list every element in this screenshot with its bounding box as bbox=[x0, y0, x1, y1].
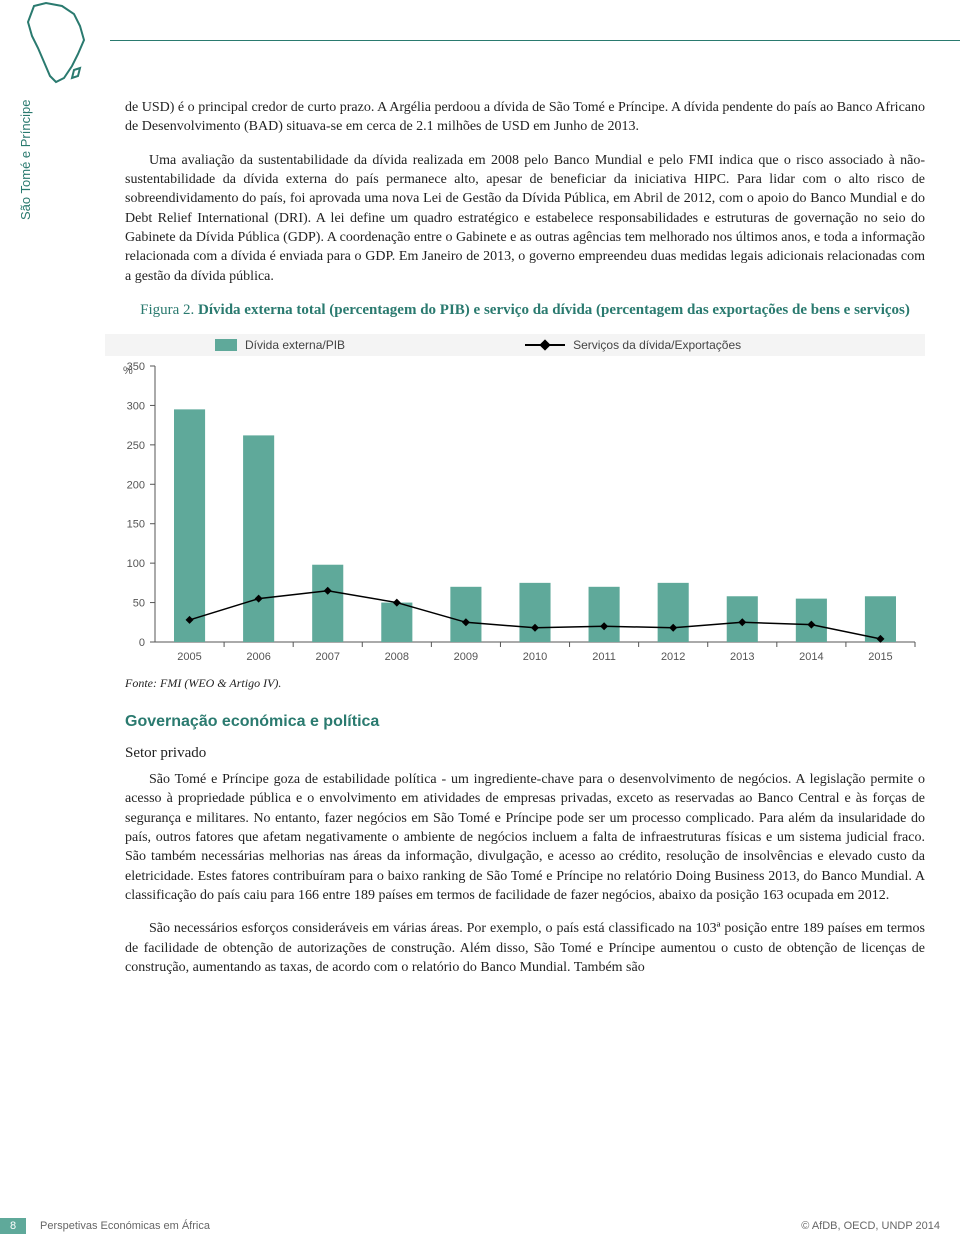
figure-title-text: Dívida externa total (percentagem do PIB… bbox=[198, 302, 910, 318]
svg-text:100: 100 bbox=[127, 558, 145, 570]
svg-text:2008: 2008 bbox=[385, 651, 409, 663]
legend-label-line: Serviços da dívida/Exportações bbox=[573, 338, 741, 352]
header-rule bbox=[110, 40, 960, 41]
legend-line-icon bbox=[525, 338, 565, 352]
legend-label-bar: Dívida externa/PIB bbox=[245, 338, 345, 352]
svg-text:0: 0 bbox=[139, 637, 145, 649]
svg-text:300: 300 bbox=[127, 400, 145, 412]
svg-text:250: 250 bbox=[127, 440, 145, 452]
paragraph-3: São Tomé e Príncipe goza de estabilidade… bbox=[125, 770, 925, 905]
main-content: de USD) é o principal credor de curto pr… bbox=[125, 98, 925, 991]
paragraph-2: Uma avaliação da sustentabilidade da dív… bbox=[125, 151, 925, 286]
chart-svg: %050100150200250300350200520062007200820… bbox=[105, 360, 925, 670]
svg-text:2005: 2005 bbox=[177, 651, 201, 663]
legend-item-bar: Dívida externa/PIB bbox=[215, 338, 345, 352]
svg-text:2011: 2011 bbox=[592, 651, 616, 663]
paragraph-4: São necessários esforços consideráveis e… bbox=[125, 919, 925, 977]
figure-title: Figura 2. Dívida externa total (percenta… bbox=[125, 300, 925, 320]
svg-text:2012: 2012 bbox=[661, 651, 685, 663]
africa-outline-icon bbox=[14, 0, 104, 91]
page-footer: 8 Perspetivas Económicas em África © AfD… bbox=[0, 1218, 960, 1234]
chart-source: Fonte: FMI (WEO & Artigo IV). bbox=[125, 676, 925, 691]
svg-text:200: 200 bbox=[127, 479, 145, 491]
svg-text:150: 150 bbox=[127, 519, 145, 531]
svg-text:2014: 2014 bbox=[799, 651, 823, 663]
chart-legend: Dívida externa/PIB Serviços da dívida/Ex… bbox=[105, 334, 925, 356]
legend-swatch-bar bbox=[215, 339, 237, 351]
svg-text:2007: 2007 bbox=[315, 651, 339, 663]
svg-text:2013: 2013 bbox=[730, 651, 754, 663]
footer-copyright: © AfDB, OECD, UNDP 2014 bbox=[801, 1220, 940, 1232]
page-number: 8 bbox=[0, 1218, 26, 1234]
legend-item-line: Serviços da dívida/Exportações bbox=[525, 338, 741, 352]
paragraph-1: de USD) é o principal credor de curto pr… bbox=[125, 98, 925, 137]
svg-text:2010: 2010 bbox=[523, 651, 547, 663]
footer-title: Perspetivas Económicas em África bbox=[40, 1220, 801, 1232]
svg-text:2006: 2006 bbox=[246, 651, 270, 663]
figure-label: Figura 2. bbox=[140, 302, 194, 318]
section-heading-governance: Governação económica e política bbox=[125, 713, 925, 731]
source-text: FMI (WEO & Artigo IV). bbox=[157, 676, 281, 690]
svg-text:2009: 2009 bbox=[454, 651, 478, 663]
subsection-heading-private: Setor privado bbox=[125, 745, 925, 762]
svg-text:350: 350 bbox=[127, 361, 145, 373]
side-country-label: São Tomé e Príncipe bbox=[18, 100, 33, 220]
source-prefix: Fonte: bbox=[125, 676, 157, 690]
svg-text:2015: 2015 bbox=[868, 651, 892, 663]
svg-text:50: 50 bbox=[133, 598, 145, 610]
chart-container: Dívida externa/PIB Serviços da dívida/Ex… bbox=[105, 334, 925, 670]
